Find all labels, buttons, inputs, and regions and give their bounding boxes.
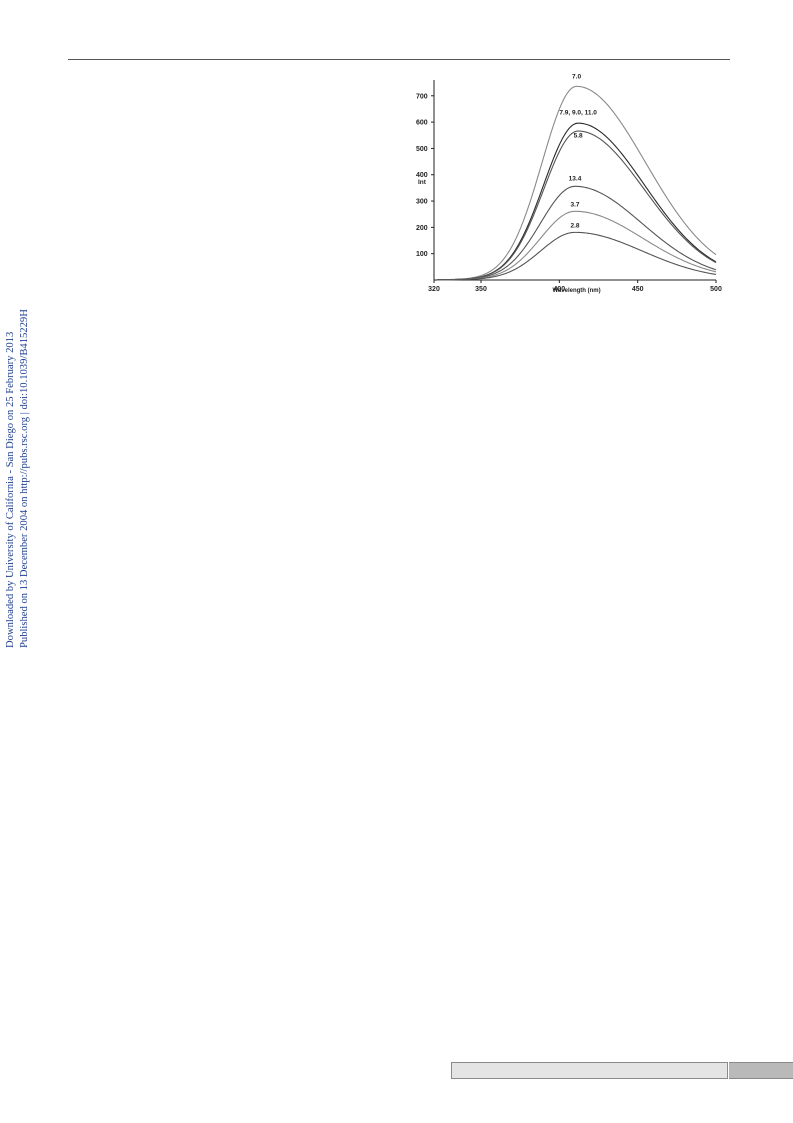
footer-bar <box>451 1062 728 1079</box>
series-label: 13.4 <box>569 176 582 183</box>
y-tick-label: 600 <box>416 120 428 127</box>
download-info-line: Downloaded by University of California -… <box>5 331 16 648</box>
series-line <box>437 85 717 281</box>
series-line <box>437 231 717 281</box>
series-line <box>437 130 717 281</box>
y-tick-label: 300 <box>416 199 428 206</box>
x-tick-label: 350 <box>475 286 487 293</box>
y-tick-label: 400 <box>416 172 428 179</box>
download-info-sidebar: Downloaded by University of California -… <box>4 308 40 648</box>
series-label: 7.0 <box>572 74 581 81</box>
x-tick-label: 400 <box>553 286 565 293</box>
series-label: 5.8 <box>574 132 583 139</box>
series-label: 3.7 <box>570 202 579 209</box>
y-tick-label: 200 <box>416 225 428 232</box>
series-label: 2.8 <box>570 223 579 230</box>
series-line <box>437 210 717 281</box>
y-tick-label: 500 <box>416 146 428 153</box>
x-axis-label: Wavelength (nm) <box>553 288 601 294</box>
publication-info-line: Published on 13 December 2004 on http://… <box>19 309 30 648</box>
fluorescence-spectra-chart: 320 350 400 450 500 100 200 300 400 500 600 700 Int W… <box>416 74 722 294</box>
series-label: 7.9, 9.0, 11.0 <box>559 109 597 116</box>
y-tick-label: 700 <box>416 93 428 100</box>
series-line <box>437 185 717 281</box>
footer-page-tab <box>729 1062 793 1079</box>
x-tick-label: 500 <box>710 286 722 293</box>
x-tick-label: 450 <box>632 286 644 293</box>
y-axis-label: Int <box>418 179 427 186</box>
x-tick-label: 320 <box>428 286 440 293</box>
y-tick-label: 100 <box>416 251 428 258</box>
header-rule <box>68 59 730 60</box>
